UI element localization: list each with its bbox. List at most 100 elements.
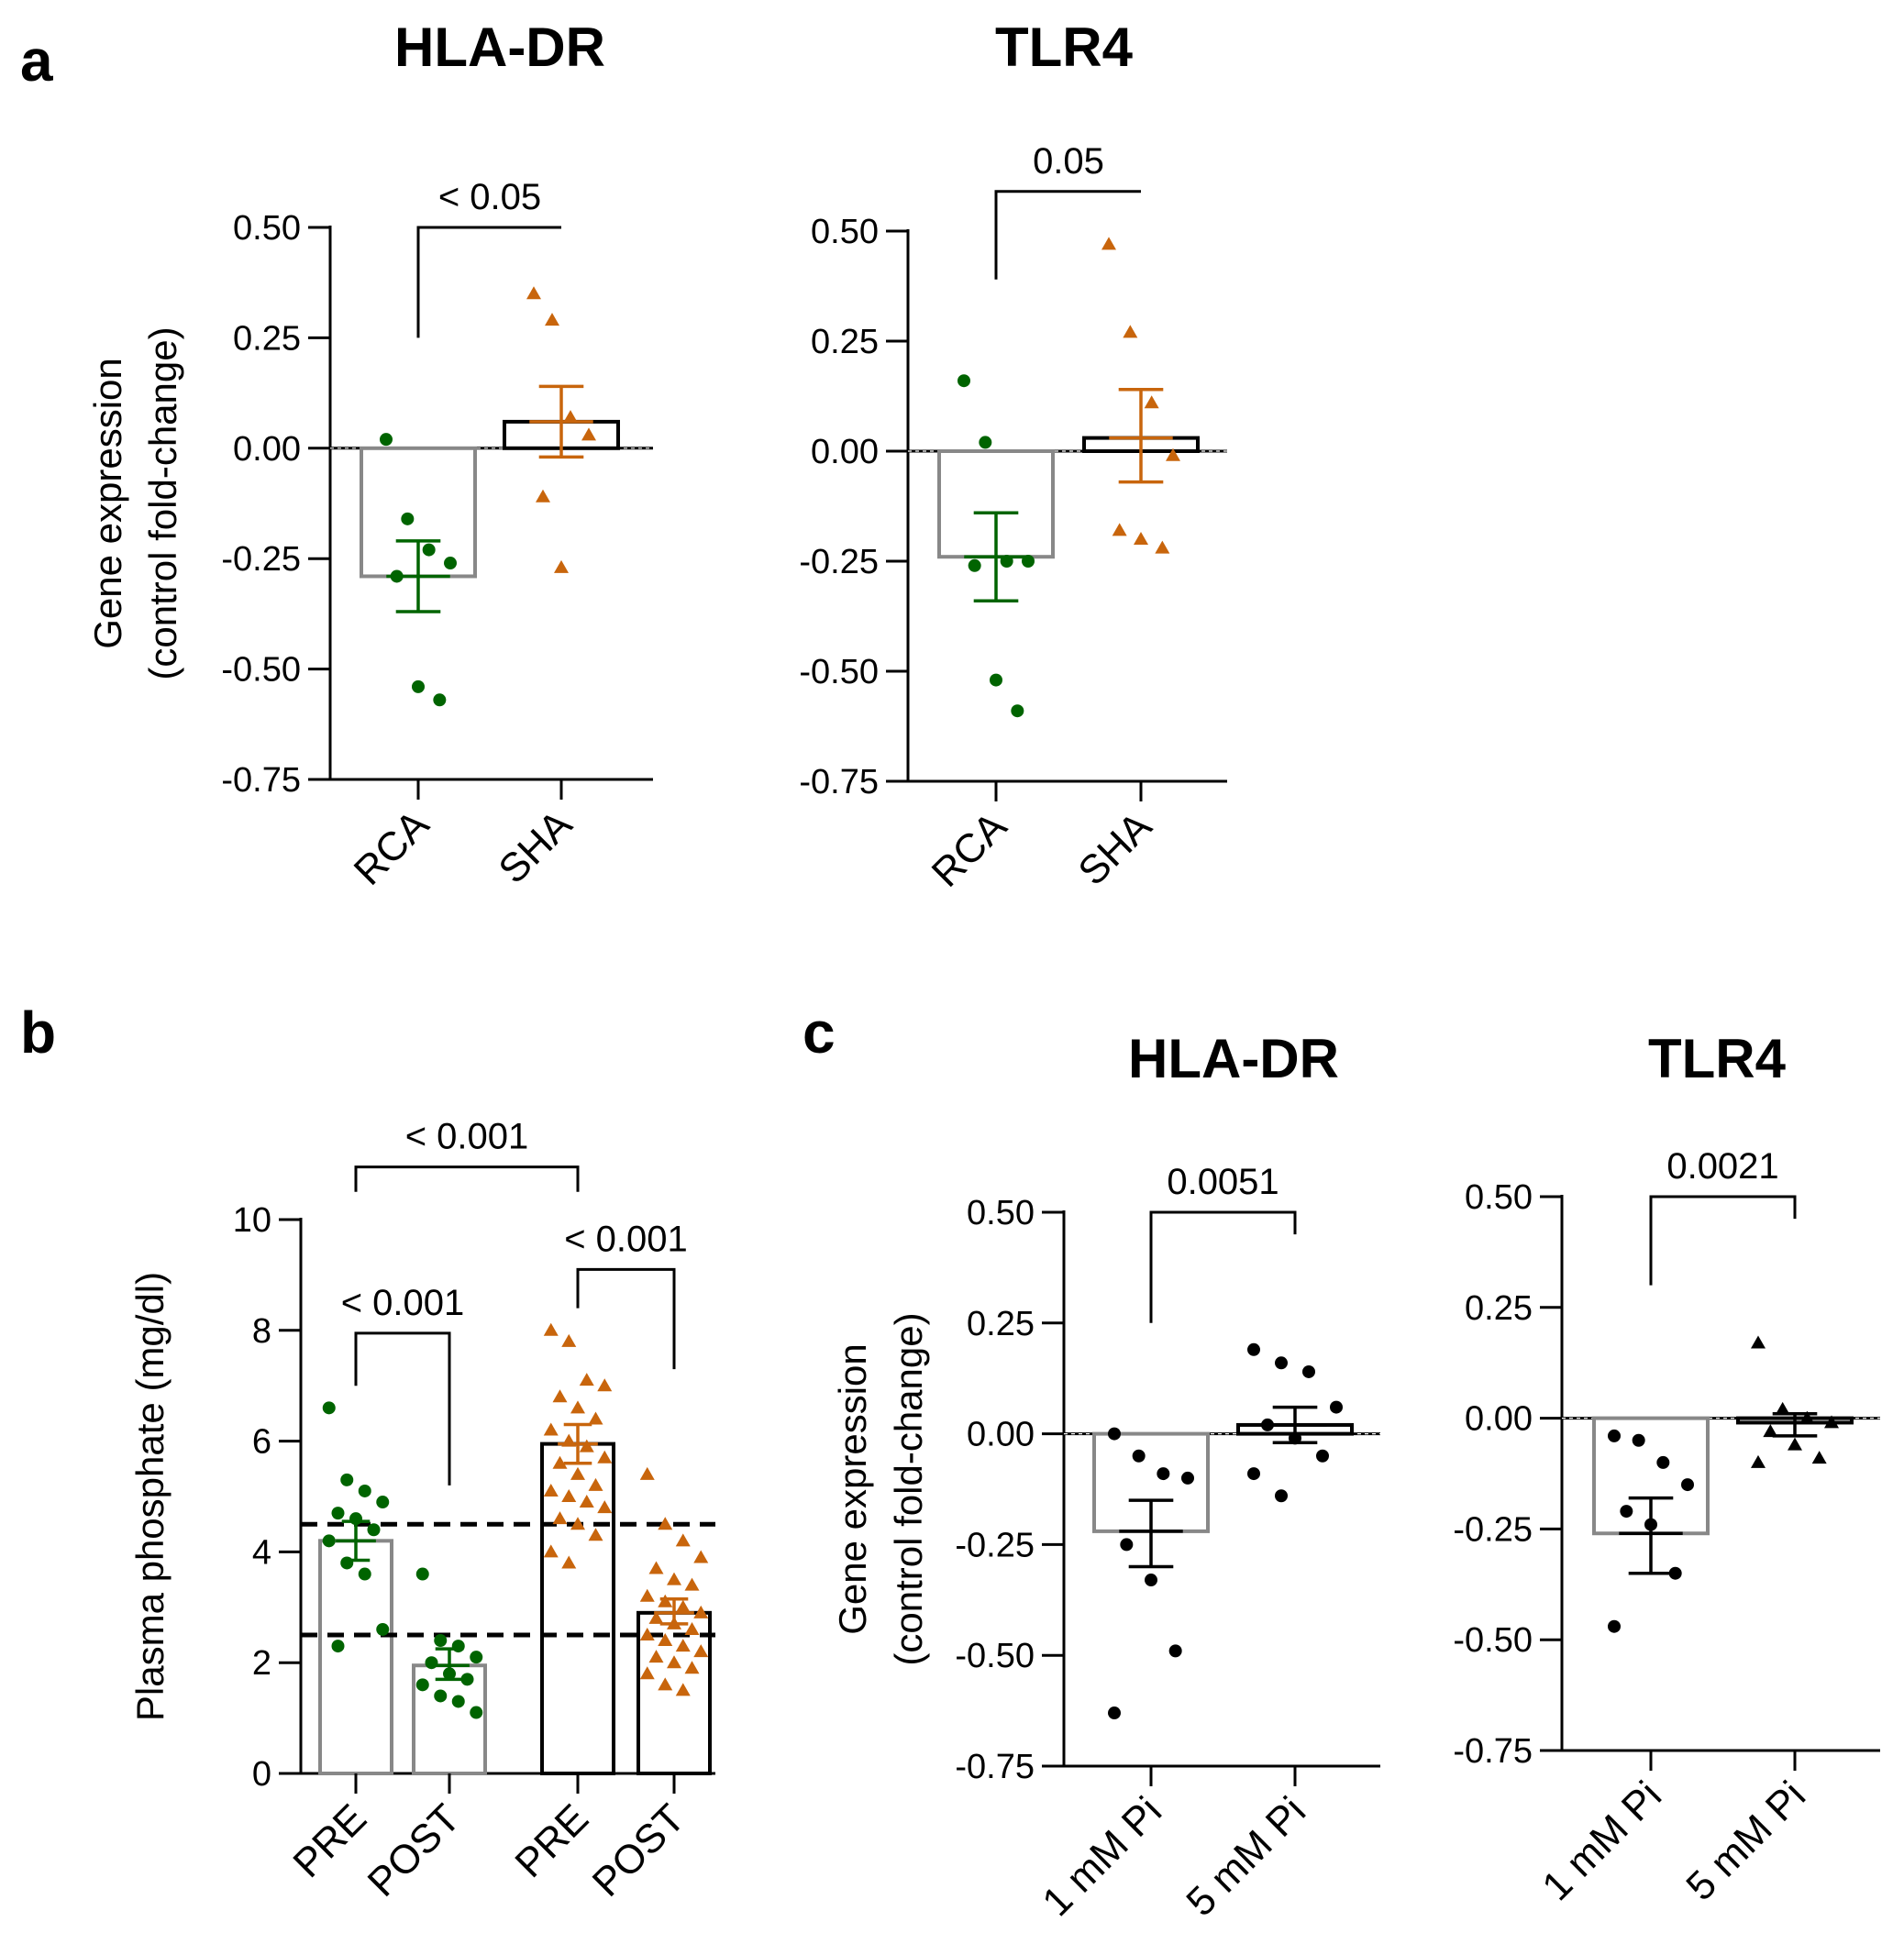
a1-point-1-2 <box>563 410 578 424</box>
b-point-1-7 <box>415 1678 429 1692</box>
a2-ytick-label-2: 0.00 <box>811 433 879 471</box>
b-point-3-15 <box>658 1633 673 1647</box>
a1-point-0-5 <box>412 679 425 693</box>
c1-xcat-1: 5 mM Pi <box>1178 1788 1314 1925</box>
c1-point-0-2 <box>1157 1467 1170 1481</box>
a1-ylabel2: (control fold-change) <box>141 326 184 679</box>
c2-point-1-5 <box>1788 1437 1802 1451</box>
c2-xcat-0: 1 mM Pi <box>1533 1773 1670 1909</box>
c2-ytick-label-3: -0.25 <box>1453 1510 1533 1549</box>
b-point-0-11 <box>331 1640 345 1653</box>
c1-ytick-label-1: 0.25 <box>967 1305 1035 1343</box>
b-point-3-5 <box>667 1572 681 1585</box>
b-bracket-1 <box>354 1331 451 1486</box>
a1-point-1-4 <box>536 489 550 503</box>
c2-title: TLR4 <box>1648 1028 1787 1089</box>
b-point-3-7 <box>639 1588 655 1602</box>
b-point-2-1 <box>561 1333 577 1347</box>
b-point-3-16 <box>675 1639 691 1652</box>
a1-ytick-label-4: -0.50 <box>221 651 301 690</box>
c1-point-1-7 <box>1247 1467 1260 1481</box>
a1-pvalue-0: < 0.05 <box>438 177 541 217</box>
b-pvalue-2: < 0.001 <box>564 1219 688 1259</box>
a2-ytick-label-3: -0.25 <box>799 543 879 581</box>
b-point-3-22 <box>658 1677 673 1691</box>
a1-title: HLA-DR <box>394 17 605 78</box>
b-point-2-10 <box>597 1450 613 1464</box>
b-point-2-4 <box>552 1389 568 1403</box>
b-point-2-0 <box>543 1322 559 1336</box>
c1-title: HLA-DR <box>1128 1028 1339 1089</box>
b-point-0-6 <box>367 1523 381 1537</box>
b-ytick-label-1: 8 <box>252 1312 271 1351</box>
a1-point-0-0 <box>380 433 393 447</box>
a2-point-1-0 <box>1101 237 1116 250</box>
b-point-1-2 <box>451 1640 465 1653</box>
c1-pvalue-0: 0.0051 <box>1167 1162 1279 1202</box>
b-point-2-2 <box>579 1373 594 1386</box>
c2-ytick-label-4: -0.50 <box>1453 1621 1533 1660</box>
b-point-3-4 <box>648 1561 664 1574</box>
b-point-0-0 <box>322 1401 336 1415</box>
b-point-0-8 <box>340 1556 354 1570</box>
b-point-2-3 <box>597 1378 613 1392</box>
c1-point-0-0 <box>1108 1427 1121 1441</box>
b-point-1-3 <box>470 1651 483 1664</box>
c1-point-1-3 <box>1330 1400 1343 1414</box>
a2-point-0-0 <box>958 374 970 388</box>
b-ytick-label-2: 6 <box>252 1423 271 1462</box>
c2-point-0-7 <box>1608 1619 1621 1633</box>
b-point-2-19 <box>570 1517 585 1530</box>
b-point-3-18 <box>648 1650 664 1663</box>
a1-point-0-1 <box>401 512 415 525</box>
c1-xcat-0: 1 mM Pi <box>1034 1788 1170 1925</box>
a1-ytick-label-5: -0.75 <box>221 761 301 800</box>
a1-ytick-label-1: 0.25 <box>233 319 301 358</box>
b-point-3-0 <box>639 1466 655 1480</box>
c2-point-1-2 <box>1799 1410 1815 1424</box>
a2-point-0-4 <box>968 558 981 572</box>
c2-point-0-0 <box>1608 1429 1621 1442</box>
a1-point-1-3 <box>581 427 596 441</box>
c2-point-0-6 <box>1668 1566 1682 1580</box>
b-point-2-12 <box>570 1466 585 1480</box>
a1-point-0-3 <box>444 557 457 570</box>
c1-point-0-6 <box>1168 1644 1182 1658</box>
c1-ytick-label-2: 0.00 <box>967 1416 1035 1454</box>
a2-point-0-6 <box>1011 704 1024 718</box>
a2-title: TLR4 <box>995 17 1134 78</box>
b-point-2-20 <box>588 1528 603 1541</box>
b-point-0-10 <box>376 1622 390 1636</box>
c2-point-0-2 <box>1656 1455 1670 1469</box>
b-point-3-20 <box>684 1661 700 1674</box>
b-xcat-3: POST <box>584 1795 693 1905</box>
c2-point-0-1 <box>1632 1433 1645 1447</box>
a1-ylabel: Gene expression <box>86 358 129 649</box>
c2-pvalue-0: 0.0021 <box>1666 1146 1778 1187</box>
c2-point-1-7 <box>1751 1454 1766 1468</box>
b-point-3-8 <box>658 1594 673 1607</box>
a1-point-1-0 <box>526 286 541 300</box>
b-point-3-19 <box>667 1655 681 1669</box>
a2-point-0-5 <box>990 673 1002 687</box>
c2-point-1-4 <box>1763 1424 1778 1438</box>
c2-ytick-label-5: -0.75 <box>1453 1732 1533 1771</box>
b-point-3-1 <box>658 1517 673 1530</box>
b-point-2-17 <box>597 1500 613 1514</box>
c2-bracket-0 <box>1649 1195 1797 1286</box>
a1-bracket-0 <box>416 226 561 338</box>
b-pvalue-1: < 0.001 <box>341 1283 465 1323</box>
c2-xcat-1: 5 mM Pi <box>1677 1773 1814 1909</box>
c2-point-0-4 <box>1620 1505 1633 1519</box>
b-point-2-13 <box>588 1477 603 1491</box>
b-point-1-6 <box>460 1673 474 1686</box>
b-point-2-21 <box>543 1544 559 1558</box>
b-point-0-9 <box>358 1567 371 1581</box>
c1-point-0-5 <box>1145 1574 1157 1587</box>
b-ylabel: Plasma phosphate (mg/dl) <box>128 1272 172 1721</box>
b-point-0-4 <box>331 1507 345 1520</box>
c1-ytick-label-0: 0.50 <box>967 1194 1035 1232</box>
b-point-0-3 <box>376 1496 390 1509</box>
a1-point-1-1 <box>545 313 559 326</box>
c2-point-1-3 <box>1824 1415 1839 1429</box>
